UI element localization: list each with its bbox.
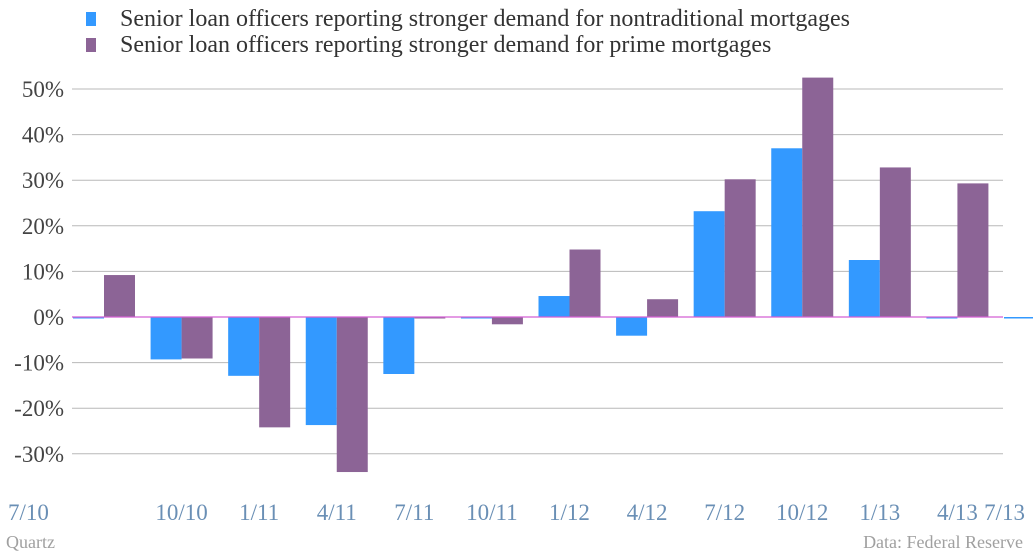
x-tick-label: 4/11	[317, 500, 357, 525]
source-label: Data: Federal Reserve	[863, 532, 1023, 552]
bar	[305, 317, 337, 426]
y-tick-label: 30%	[22, 168, 64, 193]
gridlines	[72, 88, 1003, 455]
bar	[383, 317, 415, 374]
x-tick-label: 7/13	[984, 500, 1025, 525]
bar	[724, 179, 756, 317]
y-tick-label: -30%	[14, 442, 64, 467]
y-tick-label: 20%	[22, 214, 64, 239]
y-tick-label: 40%	[22, 123, 64, 148]
legend-item-prime: Senior loan officers reporting stronger …	[86, 32, 850, 58]
bar	[181, 317, 213, 359]
bar	[414, 317, 446, 319]
x-tick-label: 4/13	[937, 500, 978, 525]
bar	[771, 148, 803, 317]
y-tick-label: 0%	[33, 305, 64, 330]
y-tick-label: -20%	[14, 396, 64, 421]
bar	[957, 183, 989, 317]
legend-label-prime: Senior loan officers reporting stronger …	[120, 32, 772, 58]
bar	[848, 260, 880, 317]
bar	[460, 317, 492, 319]
bar	[491, 317, 523, 325]
x-tick-label: 1/12	[549, 500, 590, 525]
legend: Senior loan officers reporting stronger …	[86, 6, 850, 58]
legend-swatch-nontraditional	[86, 12, 96, 26]
legend-label-nontraditional: Senior loan officers reporting stronger …	[120, 6, 851, 32]
bar	[228, 317, 260, 376]
bar	[616, 317, 648, 336]
x-tick-label: 1/13	[859, 500, 900, 525]
bar	[104, 275, 135, 317]
x-tick-label: 4/12	[627, 500, 668, 525]
bar	[647, 299, 679, 317]
legend-item-nontraditional: Senior loan officers reporting stronger …	[86, 6, 850, 32]
bar	[693, 211, 725, 317]
brand-label: Quartz	[6, 532, 55, 552]
bar	[336, 317, 368, 473]
bars	[73, 77, 1033, 473]
bar	[259, 317, 291, 428]
x-tick-label: 10/10	[155, 500, 207, 525]
legend-swatch-prime	[86, 38, 96, 52]
y-tick-label: 10%	[22, 259, 64, 284]
bar	[802, 77, 834, 317]
x-tick-label: 7/11	[394, 500, 434, 525]
y-axis-tick-labels: -30% -20% -10% 0% 10% 20% 30% 40% 50%	[14, 77, 64, 467]
bar	[538, 296, 570, 317]
bar	[926, 317, 958, 319]
x-tick-label: 7/10	[8, 500, 49, 525]
y-tick-label: 50%	[22, 77, 64, 102]
x-axis-tick-labels: 7/10 10/10 1/11 4/11 7/11 10/11 1/12 4/12 7/12 10…	[8, 500, 1025, 525]
y-tick-label: -10%	[14, 351, 64, 376]
x-tick-label: 1/11	[239, 500, 279, 525]
x-tick-label: 10/11	[466, 500, 518, 525]
x-tick-label: 10/12	[776, 500, 828, 525]
bar	[569, 249, 601, 317]
bar	[150, 317, 182, 360]
bar	[879, 167, 911, 317]
bar	[73, 317, 104, 319]
bar	[1004, 317, 1033, 319]
x-tick-label: 7/12	[704, 500, 745, 525]
